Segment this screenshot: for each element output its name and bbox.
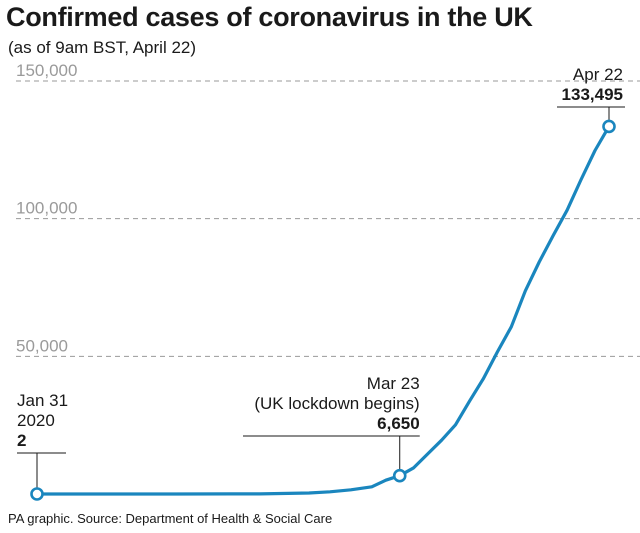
annotation-label: Apr 22 — [573, 65, 623, 84]
annotation-label: Mar 23 — [367, 374, 420, 393]
source-note: PA graphic. Source: Department of Health… — [8, 511, 333, 526]
y-tick-label: 150,000 — [16, 61, 77, 80]
annotation-value: 6,650 — [377, 414, 420, 433]
chart-title: Confirmed cases of coronavirus in the UK — [6, 2, 533, 32]
data-point-marker — [602, 119, 616, 134]
y-tick-label: 100,000 — [16, 199, 77, 218]
annotation-value: 133,495 — [562, 85, 623, 104]
data-point-marker — [392, 468, 407, 483]
chart-subtitle: (as of 9am BST, April 22) — [8, 38, 197, 57]
annotation-label: (UK lockdown begins) — [254, 394, 419, 413]
gridlines: 50,000 100,000 150,000 — [16, 61, 640, 357]
annotation-value: 2 — [17, 431, 26, 450]
series-line-layer — [35, 124, 611, 496]
annotation-label: 2020 — [17, 411, 55, 430]
annotation-label: Jan 31 — [17, 391, 68, 410]
data-point-marker — [30, 487, 44, 501]
series-line — [35, 124, 611, 496]
annotation: Mar 23(UK lockdown begins)6,650 — [243, 374, 420, 483]
y-tick-label: 50,000 — [16, 336, 68, 355]
